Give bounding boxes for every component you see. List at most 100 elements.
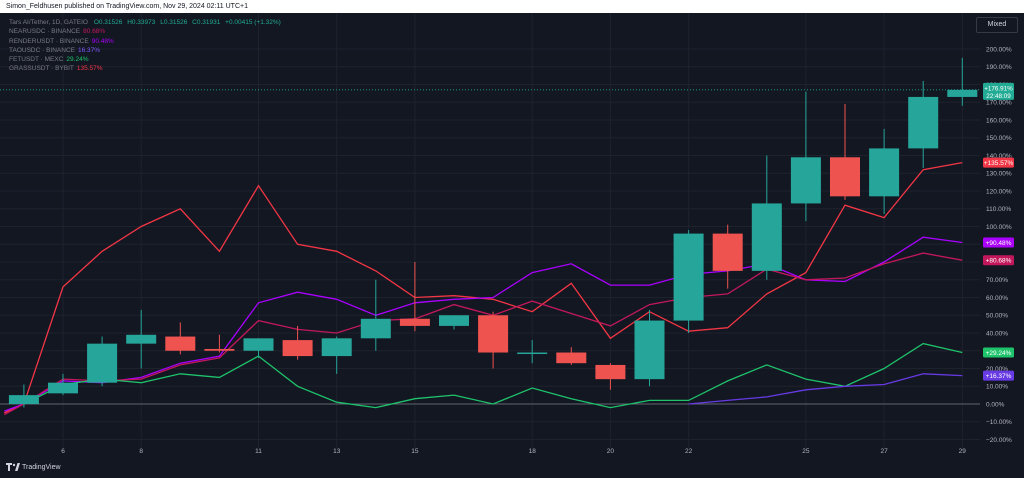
ohlc-low: L0.31526 <box>160 19 188 26</box>
publisher-bar: Simon_Feldhusen published on TradingView… <box>0 0 1024 13</box>
chart-area[interactable]: −20.00%−10.00%0.00%10.00%20.00%30.00%40.… <box>0 13 1024 457</box>
compare-series <box>3 161 963 416</box>
y-tick-label: 150.00% <box>986 135 1012 142</box>
candle-body <box>282 340 313 357</box>
candle-body <box>595 364 626 380</box>
legend: Tars AI/Tether, 1D, GATEIO O0.31526 H0.3… <box>9 18 281 74</box>
y-tick-label: 130.00% <box>986 171 1012 178</box>
main-value-text: +176.91% <box>984 85 1013 92</box>
legend-compare-render[interactable]: RENDERUSDT · BINANCE 90.48% <box>9 37 281 46</box>
candle-body <box>243 338 274 351</box>
legend-symbol: GRASSUSDT · BYBIT <box>9 65 74 73</box>
x-tick-label: 11 <box>255 448 262 455</box>
x-tick-label: 6 <box>61 448 65 455</box>
bar-countdown-text: 22:48:09 <box>986 93 1011 100</box>
y-tick-label: 60.00% <box>986 295 1008 302</box>
series-line <box>688 373 963 405</box>
x-tick-label: 25 <box>802 448 810 455</box>
candle-body <box>790 157 821 204</box>
candle-body <box>321 338 352 357</box>
y-tick-label: 0.00% <box>986 401 1005 408</box>
series-value-badge <box>983 370 1014 381</box>
legend-symbol: FETUSDT · MEXC <box>9 56 64 64</box>
x-tick-label: 29 <box>959 448 967 455</box>
y-tick-label: 200.00% <box>986 46 1012 53</box>
x-tick-label: 8 <box>139 448 143 455</box>
legend-compare-fet[interactable]: FETUSDT · MEXC 29.24% <box>9 55 281 64</box>
legend-compare-grass[interactable]: GRASSUSDT · BYBIT 135.57% <box>9 64 281 73</box>
tradingview-brand: TradingView <box>22 464 61 471</box>
candle-body <box>478 315 509 353</box>
legend-value: 135.57% <box>76 65 103 73</box>
publisher-text: Simon_Feldhusen published on TradingView… <box>6 3 248 10</box>
legend-compare-tao[interactable]: TAOUSDC · BINANCE 16.37% <box>9 46 281 55</box>
y-tick-label: 40.00% <box>986 330 1008 337</box>
series-value-badge-text: +80.68% <box>986 258 1012 265</box>
legend-value: 80.68% <box>83 28 106 36</box>
series-value-badge-text: +135.57% <box>984 160 1014 167</box>
main-symbol-row[interactable]: Tars AI/Tether, 1D, GATEIO O0.31526 H0.3… <box>9 18 281 27</box>
series-value-badge <box>983 237 1014 248</box>
series-value-badge <box>983 157 1014 168</box>
series-line <box>4 161 963 414</box>
y-tick-label: 100.00% <box>986 224 1012 231</box>
x-tick-label: 27 <box>880 448 888 455</box>
footer-bar: TradingView <box>0 457 1024 478</box>
legend-value: 16.37% <box>77 46 101 54</box>
candle-body <box>830 157 860 197</box>
series-value-badge-text: +90.48% <box>986 240 1012 247</box>
candle-body <box>439 315 469 326</box>
legend-value: 29.24% <box>66 56 89 64</box>
candle-body <box>947 89 978 97</box>
ohlc-open: O0.31526 <box>93 19 123 26</box>
candle-body <box>556 352 587 364</box>
x-tick-label: 18 <box>529 448 537 455</box>
y-tick-label: 120.00% <box>986 188 1012 195</box>
candle-body <box>869 148 900 197</box>
x-tick-label: 20 <box>607 448 615 455</box>
main-symbol-name: Tars AI/Tether, 1D, GATEIO <box>9 19 88 26</box>
candle-body <box>634 320 665 380</box>
y-tick-label: 10.00% <box>986 384 1008 391</box>
candle-body <box>8 395 39 404</box>
price-chart[interactable]: −20.00%−10.00%0.00%10.00%20.00%30.00%40.… <box>0 13 1024 457</box>
y-tick-label: 190.00% <box>986 64 1012 71</box>
y-tick-label: 140.00% <box>986 153 1012 160</box>
candle-body <box>360 318 391 339</box>
y-tick-label: −10.00% <box>986 419 1012 426</box>
y-tick-label: 170.00% <box>986 100 1012 107</box>
legend-value: 90.48% <box>91 37 114 45</box>
x-tick-label: 22 <box>685 448 693 455</box>
candle-body <box>751 203 782 271</box>
series-line <box>23 342 963 409</box>
time-axis[interactable]: 6 8 11 13 15 18 20 22 25 27 29 <box>61 448 966 455</box>
series-value-badge-text: +29.24% <box>986 350 1012 357</box>
y-tick-label: 50.00% <box>986 313 1008 320</box>
y-tick-label: 160.00% <box>986 117 1012 124</box>
tradingview-logo-icon <box>6 463 20 471</box>
y-tick-label: −20.00% <box>986 437 1012 444</box>
legend-compare-near[interactable]: NEARUSDC · BINANCE 80.68% <box>9 27 281 36</box>
y-tick-label: 20.00% <box>986 366 1008 373</box>
legend-symbol: NEARUSDC · BINANCE <box>9 28 81 36</box>
x-tick-label: 13 <box>333 448 341 455</box>
series-value-badge <box>983 347 1014 358</box>
candle-body <box>712 233 743 271</box>
candle-body <box>126 334 157 344</box>
legend-symbol: RENDERUSDT · BINANCE <box>9 37 89 45</box>
y-tick-label: 110.00% <box>986 206 1011 213</box>
candle-body <box>673 233 704 321</box>
series-value-badge-text: +16.37% <box>986 373 1012 380</box>
y-tick-label: 70.00% <box>986 277 1008 284</box>
x-tick-label: 15 <box>411 448 419 455</box>
ohlc-change: +0.00415 (+1.32%) <box>225 19 281 26</box>
candle-body <box>399 318 430 326</box>
candle-body <box>87 343 118 383</box>
candle-body <box>48 382 78 394</box>
candles <box>8 57 978 408</box>
candle-body <box>204 348 235 351</box>
ohlc-close: C0.31931 <box>192 19 221 26</box>
scale-mode-button[interactable]: Mixed <box>976 17 1018 33</box>
last-value-badges: +135.57% +90.48% +80.68% +29.24% +16.37% +176… <box>983 82 1014 381</box>
candle-body <box>517 352 548 355</box>
